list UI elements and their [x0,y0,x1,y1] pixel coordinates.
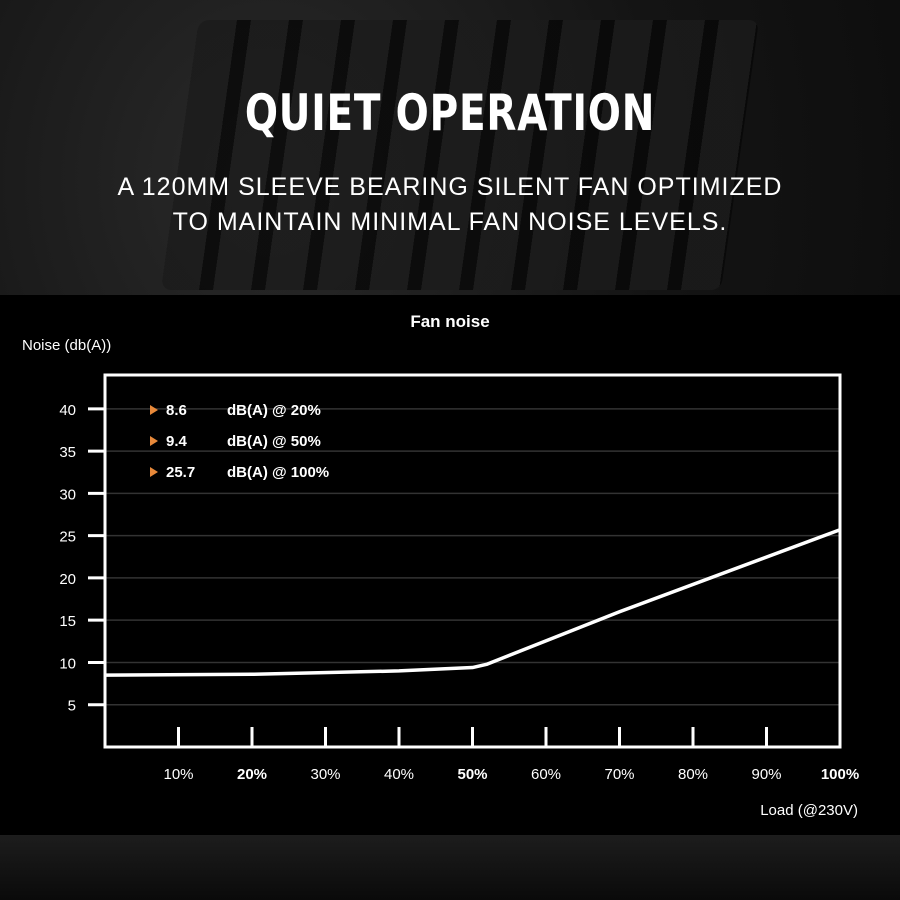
y-tick-label: 5 [68,698,76,715]
x-axis-label: Load (@230V) [760,802,858,819]
chart-panel: Fan noise Noise (db(A)) Load (@230V) 5 10… [0,295,900,835]
x-tick-label: 100% [821,766,859,783]
annotation-value: 8.6 [166,402,187,419]
annotation-text: dB(A) @ 50% [227,433,321,450]
annotation-value: 25.7 [166,464,195,481]
annotation-text: dB(A) @ 100% [227,464,329,481]
hero: QUIET OPERATION A 120MM SLEEVE BEARING S… [0,0,900,295]
x-tick-label: 90% [751,766,781,783]
y-tick-label: 10 [59,655,76,672]
plot-frame [103,373,842,749]
x-tick-label: 80% [678,766,708,783]
subtitle-line-1: A 120MM SLEEVE BEARING SILENT FAN OPTIMI… [117,173,783,201]
y-tick-label: 35 [59,444,76,461]
x-tick-label: 30% [310,766,340,783]
y-axis-label: Noise (db(A)) [22,337,111,354]
x-tick-label: 40% [384,766,414,783]
triangle-bullet-icon [150,405,158,415]
y-tick-label: 30 [59,486,76,503]
triangle-bullet-icon [150,467,158,477]
triangle-bullet-icon [150,436,158,446]
chart-title: Fan noise [410,312,489,331]
y-tick-label: 40 [59,402,76,419]
psu-bottom-background [0,835,900,900]
annotation-text: dB(A) @ 20% [227,402,321,419]
subtitle-line-2: TO MAINTAIN MINIMAL FAN NOISE LEVELS. [172,208,728,236]
annotation-value: 9.4 [166,433,188,450]
y-tick-label: 25 [59,529,76,546]
fan-noise-chart: Fan noise Noise (db(A)) Load (@230V) 5 10… [22,312,859,819]
hero-subtitle: A 120MM SLEEVE BEARING SILENT FAN OPTIMI… [0,170,900,240]
x-tick-label: 60% [531,766,561,783]
y-tick-label: 20 [59,571,76,588]
x-tick-label: 70% [604,766,634,783]
x-tick-label: 50% [457,766,487,783]
hero-title: QUIET OPERATION [244,84,656,142]
y-tick-label: 15 [59,613,76,630]
x-tick-label: 10% [163,766,193,783]
noise-line [104,528,841,677]
x-tick-label: 20% [237,766,267,783]
